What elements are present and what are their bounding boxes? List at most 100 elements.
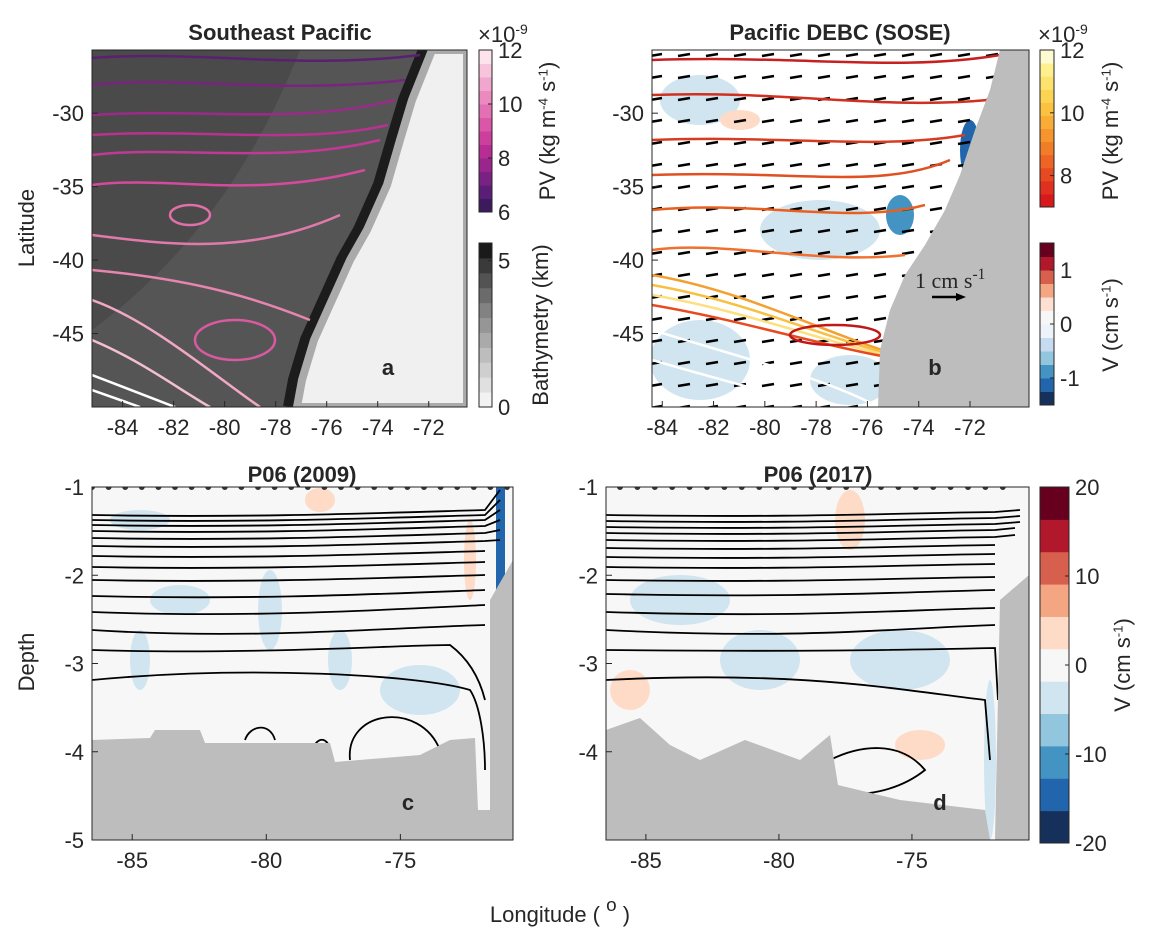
colorbar-band — [1040, 256, 1054, 271]
colorbar-box — [1039, 49, 1055, 208]
pv-contour — [92, 338, 211, 407]
isopycnal — [92, 550, 486, 558]
panel-b-field — [652, 50, 1029, 407]
colorbar-band — [479, 243, 492, 259]
pv-contour — [92, 213, 341, 246]
colorbar-label-part: ) — [1098, 62, 1123, 69]
x-tick-label: -85 — [116, 848, 148, 873]
colorbar-band — [1040, 391, 1054, 406]
x-tick-label: -82 — [158, 415, 190, 440]
colorbar-band — [1040, 745, 1069, 779]
colorbar-band — [479, 158, 492, 172]
v-patch — [895, 730, 945, 760]
land — [878, 50, 1029, 407]
isopycnal — [92, 499, 501, 522]
isopycnal — [606, 607, 996, 616]
vector-scale-label: 1 cm s-1 — [915, 266, 985, 293]
v-patch — [630, 575, 730, 625]
colorbar-label-part: -1 — [1098, 69, 1113, 81]
panel-title: P06 (2017) — [764, 462, 873, 487]
colorbar-multiplier-part: ×10 — [1038, 22, 1075, 47]
colorbar-band — [1040, 270, 1054, 284]
colorbar-tick-label: 5 — [498, 249, 510, 274]
x-tick-label: -74 — [362, 415, 394, 440]
panel-label: c — [402, 790, 414, 815]
colorbar-band — [479, 392, 492, 408]
x-tick-label: -80 — [749, 415, 781, 440]
colorbar-label-part: V (cm s — [1110, 637, 1135, 712]
colorbar-band — [1040, 180, 1054, 195]
colorbar-label-part: V (cm s — [1098, 297, 1123, 372]
isopycnals — [606, 509, 1021, 795]
x-tick-label: -76 — [311, 415, 343, 440]
colorbar-band — [1040, 324, 1054, 338]
colorbar-band — [479, 50, 492, 64]
colorbar-band — [479, 287, 492, 304]
isopycnals — [92, 489, 501, 771]
panel-a-field — [92, 50, 467, 407]
colorbar-label-part: -1 — [535, 69, 550, 81]
pv-contour — [652, 303, 883, 358]
colorbar-label-part: -4 — [535, 98, 550, 110]
y-tick-label: -1 — [578, 475, 598, 500]
colorbar-label-part: PV (kg m — [1098, 110, 1123, 200]
colorbar-label-part: ) — [1110, 618, 1135, 625]
reference-arrowhead — [956, 293, 966, 301]
panel-c-field — [92, 487, 513, 840]
y-tick-label: -2 — [578, 563, 598, 588]
x-tick-label: -72 — [413, 415, 445, 440]
isopycnal — [606, 544, 996, 550]
pv-contour — [92, 373, 176, 407]
x-tick-label: -85 — [630, 848, 662, 873]
colorbar-tick-label: 10 — [1075, 564, 1099, 589]
trench — [283, 50, 432, 407]
x-axis-label: Longitude ( o ) — [490, 895, 630, 927]
colorbar-band — [479, 185, 492, 199]
x-axis-label-part: ) — [617, 902, 630, 927]
panel-label: b — [928, 355, 941, 380]
colorbar-tick-label: 12 — [1060, 38, 1084, 63]
colorbar-label: PV (kg m-4 s-1) — [1098, 62, 1123, 201]
pv-contour — [92, 138, 381, 157]
x-tick-label: -78 — [800, 415, 832, 440]
colorbar-tick-label: 0 — [1060, 312, 1072, 337]
colorbar-band — [1040, 310, 1054, 325]
isopycnal — [606, 676, 991, 761]
colorbar-band — [1040, 713, 1069, 747]
isopycnal — [606, 521, 1021, 529]
pv-contour — [652, 92, 989, 105]
y-tick-label: -45 — [52, 322, 84, 347]
pv-contour — [652, 53, 1001, 64]
y-axis-label: Latitude — [14, 189, 39, 267]
isopycnal — [606, 553, 996, 559]
colorbar-band — [1040, 648, 1069, 682]
colorbar-band — [1040, 141, 1054, 156]
land — [292, 50, 467, 407]
x-tick-label: -80 — [763, 848, 795, 873]
isopycnal — [92, 561, 486, 569]
pv-contour — [92, 98, 396, 117]
colorbar-tick-label: -20 — [1075, 831, 1107, 856]
isopycnal — [92, 671, 486, 771]
x-tick-label: -74 — [903, 415, 935, 440]
v-patch — [850, 630, 950, 690]
colorbar-band — [1040, 551, 1069, 585]
x-tick-label: -76 — [852, 415, 884, 440]
colorbar-band — [1040, 519, 1069, 553]
x-tick-label: -72 — [954, 415, 986, 440]
panel-d-field — [606, 487, 1029, 840]
isopycnal — [606, 589, 996, 597]
colorbar-band — [479, 171, 492, 186]
colorbar-band — [479, 104, 492, 118]
colorbar-tick-label: 8 — [498, 146, 510, 171]
colorbar-label-part: ) — [1098, 278, 1123, 285]
y-tick-label: -4 — [64, 740, 84, 765]
pv-contour — [652, 293, 883, 356]
colorbar-label-part: s — [535, 81, 560, 98]
colorbar-band — [479, 332, 492, 348]
colorbar-band — [1040, 154, 1054, 169]
colorbar-label: V (cm s-1) — [1098, 278, 1123, 372]
x-tick-label: -82 — [698, 415, 730, 440]
colorbar-label-part: Bathymetry (km) — [528, 244, 553, 405]
panel-title: Pacific DEBC (SOSE) — [729, 20, 950, 45]
